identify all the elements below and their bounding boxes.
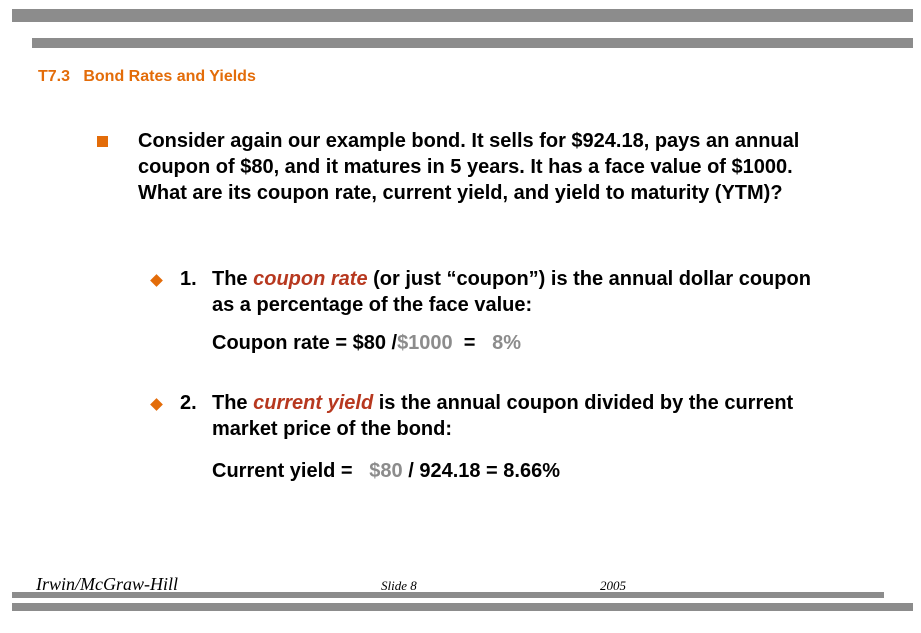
sub-text-post: (or just “coupon”) is the annual dollar … <box>212 268 811 316</box>
sub-bullet-number: 1. <box>180 268 197 290</box>
term-coupon-rate: coupon rate <box>253 268 368 290</box>
footer-year: 2005 <box>600 578 626 593</box>
current-yield-formula: Current yield = $80 / 924.18 = 8.66% <box>212 460 560 483</box>
main-bullet-text: Consider again our example bond. It sell… <box>138 130 800 204</box>
sub-bullet-text: The current yield is the annual coupon d… <box>212 390 812 442</box>
footer-slide-number: Slide 8 <box>381 578 417 593</box>
formula-coupon: $80 <box>363 460 403 482</box>
bottom-decorative-bar <box>12 592 884 598</box>
top-decorative-bar-secondary <box>32 38 913 48</box>
top-decorative-bar <box>12 9 913 22</box>
slide-title: T7.3 Bond Rates and Yields <box>38 68 256 85</box>
term-current-yield: current yield <box>253 392 374 414</box>
formula-result: 8% <box>486 332 522 354</box>
sub-text-pre: The <box>212 268 254 290</box>
formula-result: / 924.18 = 8.66% <box>402 460 560 482</box>
formula-prefix: Coupon rate = $80 / <box>212 332 398 354</box>
main-bullet: Consider again our example bond. It sell… <box>97 128 823 206</box>
formula-face-value: $1000 <box>397 332 453 354</box>
bottom-decorative-bar-secondary <box>12 603 913 611</box>
sub-bullet-coupon-rate: 1. The coupon rate (or just “coupon”) is… <box>180 266 811 322</box>
sub-text-pre: The <box>212 392 254 414</box>
diamond-bullet-icon <box>150 398 163 411</box>
sub-bullet-current-yield: 2. The current yield is the annual coupo… <box>180 390 800 446</box>
formula-prefix: Current yield = <box>212 460 364 482</box>
square-bullet-icon <box>97 136 108 147</box>
sub-text-post: is the annual coupon divided by the curr… <box>212 392 794 440</box>
sub-bullet-text: The coupon rate (or just “coupon”) is th… <box>212 266 812 318</box>
formula-equals: = <box>452 332 487 354</box>
diamond-bullet-icon <box>150 274 163 287</box>
footer-publisher: Irwin/McGraw-Hill <box>36 574 178 594</box>
coupon-rate-formula: Coupon rate = $80 /$1000 = 8% <box>212 332 521 355</box>
sub-bullet-number: 2. <box>180 392 197 414</box>
